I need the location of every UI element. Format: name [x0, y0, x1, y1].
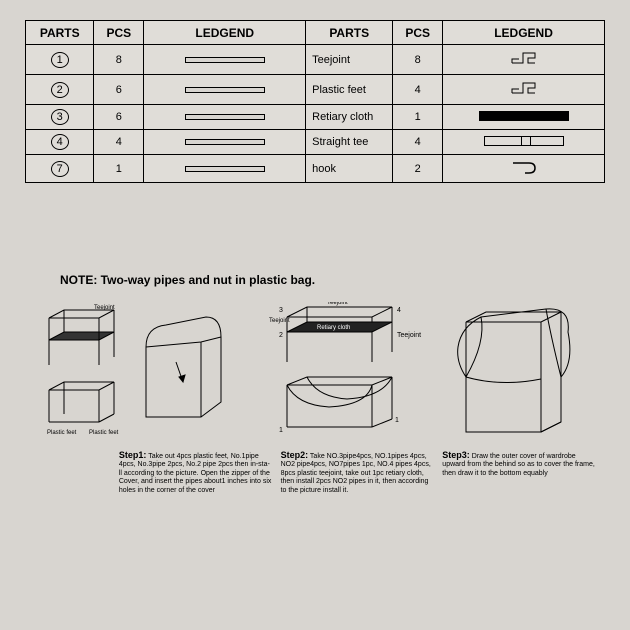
header-pcs: PCS: [94, 21, 144, 45]
table-row: 44Straight tee4: [26, 130, 605, 155]
svg-text:Teejoint: Teejoint: [327, 302, 348, 306]
table-row: 26Plastic feet4: [26, 75, 605, 105]
svg-text:1: 1: [279, 427, 283, 434]
table-row: 71hook2: [26, 155, 605, 183]
step1-diagram: Teejoint Plastic feet Plastic feet: [41, 302, 241, 442]
table-body: 18Teejoint826Plastic feet436Retiary clot…: [26, 45, 605, 183]
step3-text: Step3: Draw the outer cover of wardrobe …: [438, 450, 600, 495]
step2-text: Step2: Take NO.3pipe4pcs, NO.1pipes 4pcs…: [277, 450, 439, 495]
note-text: NOTE: Two-way pipes and nut in plastic b…: [60, 273, 605, 287]
svg-text:1: 1: [395, 417, 399, 424]
svg-text:Plastic feet: Plastic feet: [47, 430, 77, 436]
svg-text:4: 4: [397, 307, 401, 314]
header-parts2: PARTS: [306, 21, 393, 45]
table-row: 18Teejoint8: [26, 45, 605, 75]
table-row: 36Retiary cloth1: [26, 105, 605, 130]
step2-diagram: Retiary cloth 3 4 2 Teejoint Teejoint Te…: [267, 302, 427, 442]
parts-table: PARTS PCS LEDGEND PARTS PCS LEDGEND 18Te…: [25, 20, 605, 183]
svg-text:Teejoint: Teejoint: [397, 332, 421, 339]
diagram-row: Teejoint Plastic feet Plastic feet: [25, 302, 605, 442]
header-pcs2: PCS: [393, 21, 443, 45]
svg-text:2: 2: [279, 332, 283, 339]
svg-text:Teejoint: Teejoint: [269, 318, 290, 324]
steps-row: Step1: Take out 4pcs plastic feet, No.1p…: [25, 450, 605, 495]
header-legend: LEDGEND: [144, 21, 306, 45]
svg-text:3: 3: [279, 307, 283, 314]
svg-text:Teejoint: Teejoint: [94, 305, 115, 311]
step1-text: Step1: Take out 4pcs plastic feet, No.1p…: [115, 450, 277, 495]
header-legend2: LEDGEND: [443, 21, 605, 45]
svg-text:Retiary cloth: Retiary cloth: [317, 325, 350, 331]
svg-text:Plastic feet: Plastic feet: [89, 430, 119, 436]
header-parts: PARTS: [26, 21, 94, 45]
step3-diagram: [451, 302, 591, 442]
